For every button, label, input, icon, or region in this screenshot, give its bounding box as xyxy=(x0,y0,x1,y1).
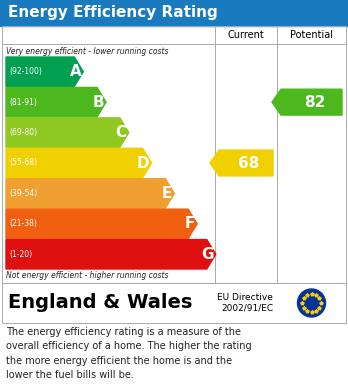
Text: E: E xyxy=(162,186,172,201)
Polygon shape xyxy=(6,148,152,178)
Polygon shape xyxy=(6,118,129,147)
Text: (92-100): (92-100) xyxy=(9,67,42,76)
Text: The energy efficiency rating is a measure of the
overall efficiency of a home. T: The energy efficiency rating is a measur… xyxy=(6,327,252,380)
Polygon shape xyxy=(6,88,106,117)
Text: EU Directive: EU Directive xyxy=(217,294,273,303)
Text: C: C xyxy=(116,125,127,140)
Bar xyxy=(0,0,348,26)
Polygon shape xyxy=(6,240,216,269)
Polygon shape xyxy=(6,179,174,208)
Text: (55-68): (55-68) xyxy=(9,158,37,167)
Text: 82: 82 xyxy=(304,95,325,109)
Text: D: D xyxy=(137,156,150,170)
Text: F: F xyxy=(185,216,195,231)
Text: G: G xyxy=(201,247,214,262)
Text: Very energy efficient - lower running costs: Very energy efficient - lower running co… xyxy=(6,47,168,56)
Text: A: A xyxy=(70,64,81,79)
Polygon shape xyxy=(272,89,342,115)
Text: B: B xyxy=(93,95,104,109)
Polygon shape xyxy=(210,150,273,176)
Polygon shape xyxy=(6,209,197,239)
Text: 2002/91/EC: 2002/91/EC xyxy=(221,303,273,312)
Text: (21-38): (21-38) xyxy=(9,219,37,228)
Text: (39-54): (39-54) xyxy=(9,189,37,198)
Bar xyxy=(2,283,346,323)
Text: Energy Efficiency Rating: Energy Efficiency Rating xyxy=(8,5,218,20)
Bar xyxy=(2,26,346,283)
Text: England & Wales: England & Wales xyxy=(8,294,192,312)
Text: Current: Current xyxy=(228,30,264,40)
Text: Not energy efficient - higher running costs: Not energy efficient - higher running co… xyxy=(6,271,168,280)
Text: (69-80): (69-80) xyxy=(9,128,37,137)
Polygon shape xyxy=(6,57,83,86)
Text: Potential: Potential xyxy=(290,30,333,40)
Circle shape xyxy=(298,289,325,317)
Text: (1-20): (1-20) xyxy=(9,250,32,259)
Text: 68: 68 xyxy=(238,156,260,170)
Text: (81-91): (81-91) xyxy=(9,98,37,107)
